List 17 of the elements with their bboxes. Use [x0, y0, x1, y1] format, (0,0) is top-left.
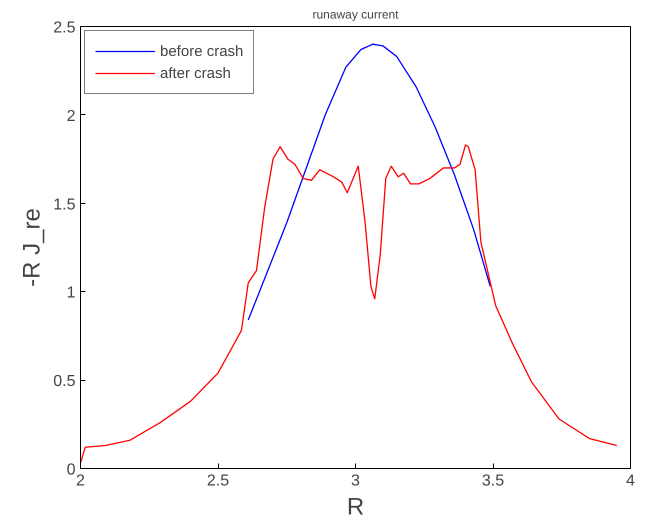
x-tick-label: 2.5	[206, 472, 230, 490]
chart-title: runaway current	[312, 8, 400, 22]
x-tick-label: 3.5	[482, 472, 504, 490]
x-tick-label: 3	[351, 472, 360, 490]
y-axis-title: -R J_re	[18, 208, 46, 287]
line-series	[248, 44, 491, 321]
line-series	[80, 144, 618, 464]
y-tick-label: 2.5	[53, 20, 76, 36]
legend-label: before crash	[160, 42, 244, 60]
x-tick-label: 4	[626, 472, 636, 490]
legend-label: after crash	[160, 64, 231, 82]
y-tick-label: 2	[66, 108, 76, 125]
y-tick-label: 0.5	[53, 373, 76, 390]
y-tick-label: 1	[66, 284, 76, 302]
y-tick-label: 0	[66, 462, 76, 478]
x-axis-title: R	[346, 494, 364, 520]
y-tick-label: 1.5	[53, 196, 76, 214]
